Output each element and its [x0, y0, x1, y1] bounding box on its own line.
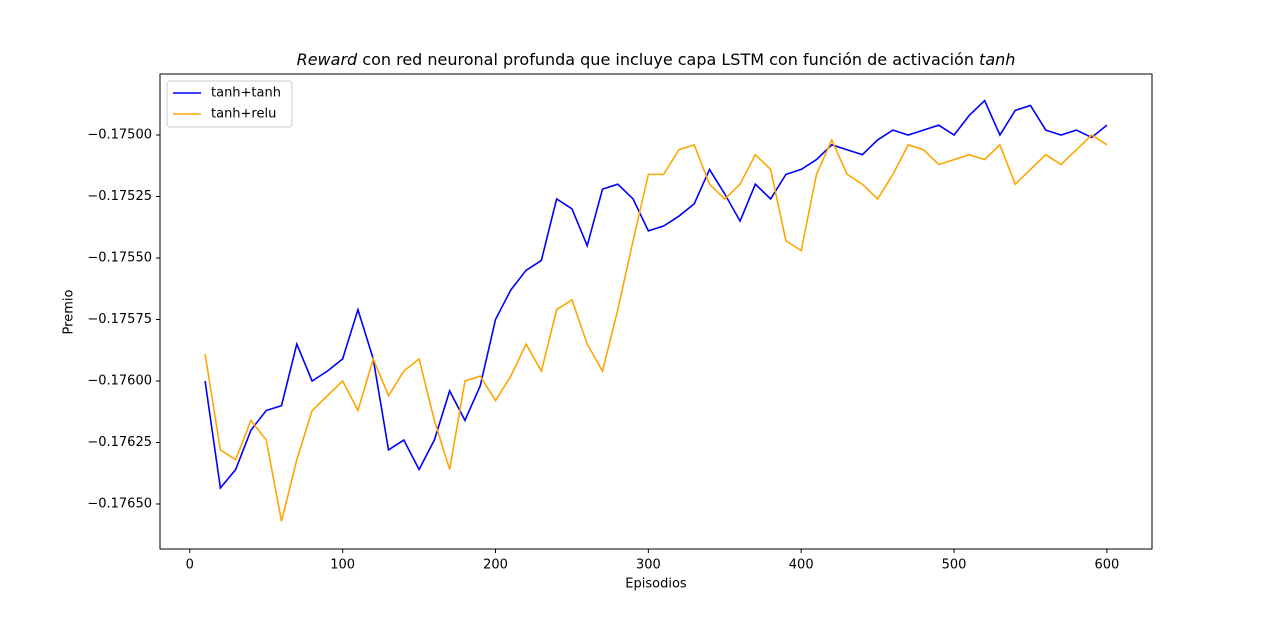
- x-tick-label: 200: [483, 558, 508, 573]
- x-tick-label: 100: [330, 558, 355, 573]
- y-tick-label: −0.17500: [87, 128, 152, 143]
- line-series: [204, 99, 1108, 490]
- y-tick-label: −0.17550: [87, 250, 152, 265]
- y-tick-label: −0.17600: [87, 373, 152, 388]
- line-series: [204, 133, 1108, 522]
- plot-frame: [159, 73, 1153, 550]
- y-tick-label: −0.17525: [87, 189, 152, 204]
- y-axis-label: Premio: [62, 290, 77, 335]
- legend-label: tanh+tanh: [211, 86, 281, 101]
- y-tick-label: −0.17625: [87, 435, 152, 450]
- x-tick-label: 600: [1094, 558, 1119, 573]
- legend-label: tanh+relu: [211, 107, 276, 122]
- title-part: con red neuronal profunda que incluye ca…: [357, 50, 979, 69]
- x-tick-label: 300: [636, 558, 661, 573]
- x-axis-label: Episodios: [625, 577, 687, 592]
- chart-title: Reward con red neuronal profunda que inc…: [297, 50, 1016, 69]
- y-tick-label: −0.17650: [87, 496, 152, 511]
- x-tick-label: 0: [186, 558, 194, 573]
- x-tick-label: 500: [942, 558, 967, 573]
- title-part: tanh: [979, 50, 1015, 69]
- x-tick-label: 400: [789, 558, 814, 573]
- y-tick-label: −0.17575: [87, 312, 152, 327]
- title-part: Reward: [297, 50, 358, 69]
